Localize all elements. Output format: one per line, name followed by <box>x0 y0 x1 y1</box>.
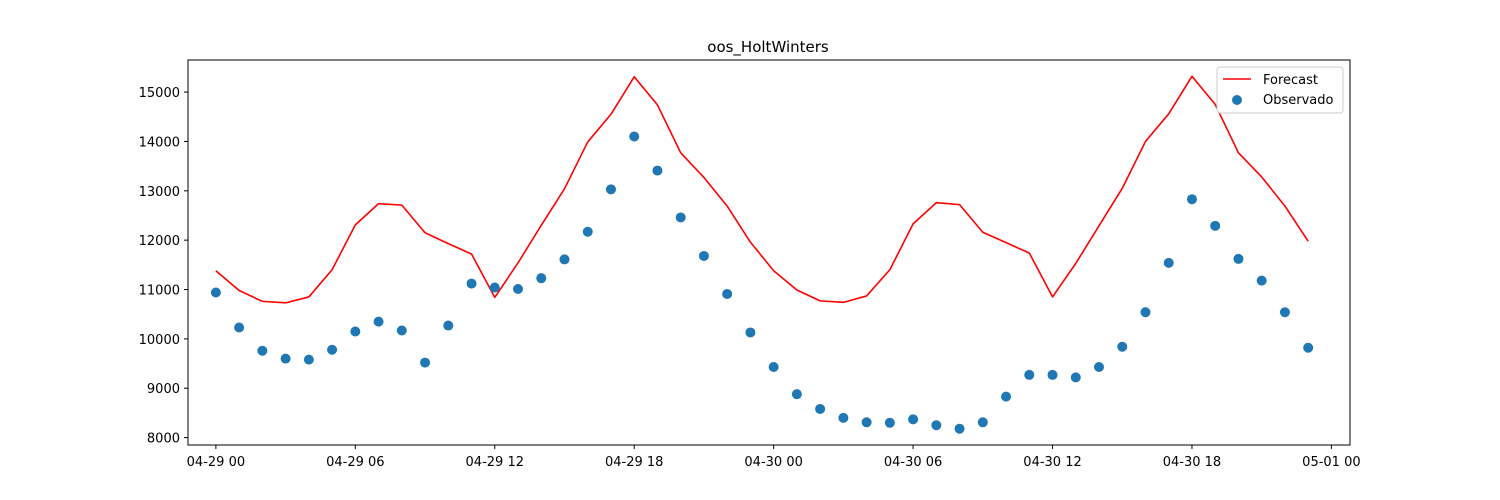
observado-point <box>884 417 895 428</box>
x-tick-label: 04-29 12 <box>466 455 524 470</box>
observado-point <box>954 423 965 434</box>
x-tick-label: 04-29 00 <box>187 455 245 470</box>
plot-frame <box>187 59 1351 446</box>
observado-point <box>768 362 779 373</box>
x-axis: 04-29 00 04-29 06 04-29 12 04-29 18 04-30 00… <box>187 445 1361 470</box>
series-layer <box>210 75 1314 434</box>
observado-point <box>977 417 988 428</box>
observado-point <box>1094 362 1105 373</box>
observado-point <box>861 417 872 428</box>
y-axis: 8000 9000 10000 11000 12000 13000 14000 15000 <box>139 86 188 447</box>
observado-point <box>1024 369 1035 380</box>
x-tick-label: 04-30 12 <box>1023 455 1081 470</box>
observado-point <box>652 165 663 176</box>
legend-forecast-label: Forecast <box>1263 73 1318 88</box>
forecast-line <box>215 75 1309 304</box>
observado-point <box>1117 341 1128 352</box>
observado-point <box>1303 342 1314 353</box>
observado-point <box>791 389 802 400</box>
y-tick-label: 8000 <box>147 432 180 447</box>
observado-point <box>1047 369 1058 380</box>
observado-point <box>303 354 314 365</box>
observado-point <box>675 212 686 223</box>
observado-point <box>559 254 570 265</box>
observado-point <box>1233 253 1244 264</box>
observado-point <box>698 250 709 261</box>
y-tick-label: 14000 <box>139 135 180 150</box>
observado-point <box>582 226 593 237</box>
observado-point <box>489 282 500 293</box>
legend-observado-swatch <box>1232 95 1242 105</box>
observado-point <box>815 403 826 414</box>
x-tick-label: 05-01 00 <box>1302 455 1360 470</box>
x-tick-label: 04-30 06 <box>884 455 942 470</box>
observado-point <box>745 327 756 338</box>
observado-point <box>1070 372 1081 383</box>
legend-observado-label: Observado <box>1263 93 1334 108</box>
x-tick-label: 04-29 18 <box>605 455 663 470</box>
observado-point <box>327 344 338 355</box>
y-tick-label: 9000 <box>147 382 180 397</box>
y-tick-label: 10000 <box>139 333 180 348</box>
observado-point <box>443 320 454 331</box>
observado-point <box>420 357 431 368</box>
y-tick-label: 12000 <box>139 234 180 249</box>
observado-point <box>605 184 616 195</box>
observado-point <box>350 326 361 337</box>
y-tick-label: 15000 <box>139 86 180 101</box>
observado-point <box>513 284 524 295</box>
y-tick-label: 11000 <box>139 284 180 299</box>
x-tick-label: 04-30 18 <box>1163 455 1221 470</box>
observado-point <box>466 278 477 289</box>
observado-point <box>1163 257 1174 268</box>
observado-point <box>396 325 407 336</box>
observado-point <box>629 131 640 142</box>
observado-point <box>931 420 942 431</box>
observado-point <box>908 414 919 425</box>
observado-point <box>1140 307 1151 318</box>
observado-point <box>280 353 291 364</box>
observado-point <box>1001 391 1012 402</box>
observado-point <box>1210 220 1221 231</box>
observado-point <box>210 287 221 298</box>
y-tick-label: 13000 <box>139 185 180 200</box>
observado-point <box>722 288 733 299</box>
chart-title: oos_HoltWinters <box>707 38 829 57</box>
observado-point <box>838 412 849 423</box>
observado-point <box>234 322 245 333</box>
observado-point <box>257 345 268 356</box>
observado-point <box>1256 275 1267 286</box>
observado-point <box>1186 194 1197 205</box>
observado-point <box>536 273 547 284</box>
x-tick-label: 04-30 00 <box>744 455 802 470</box>
observado-point <box>1279 307 1290 318</box>
observado-point <box>373 316 384 327</box>
legend: Forecast Observado <box>1216 66 1344 114</box>
x-tick-label: 04-29 06 <box>326 455 384 470</box>
